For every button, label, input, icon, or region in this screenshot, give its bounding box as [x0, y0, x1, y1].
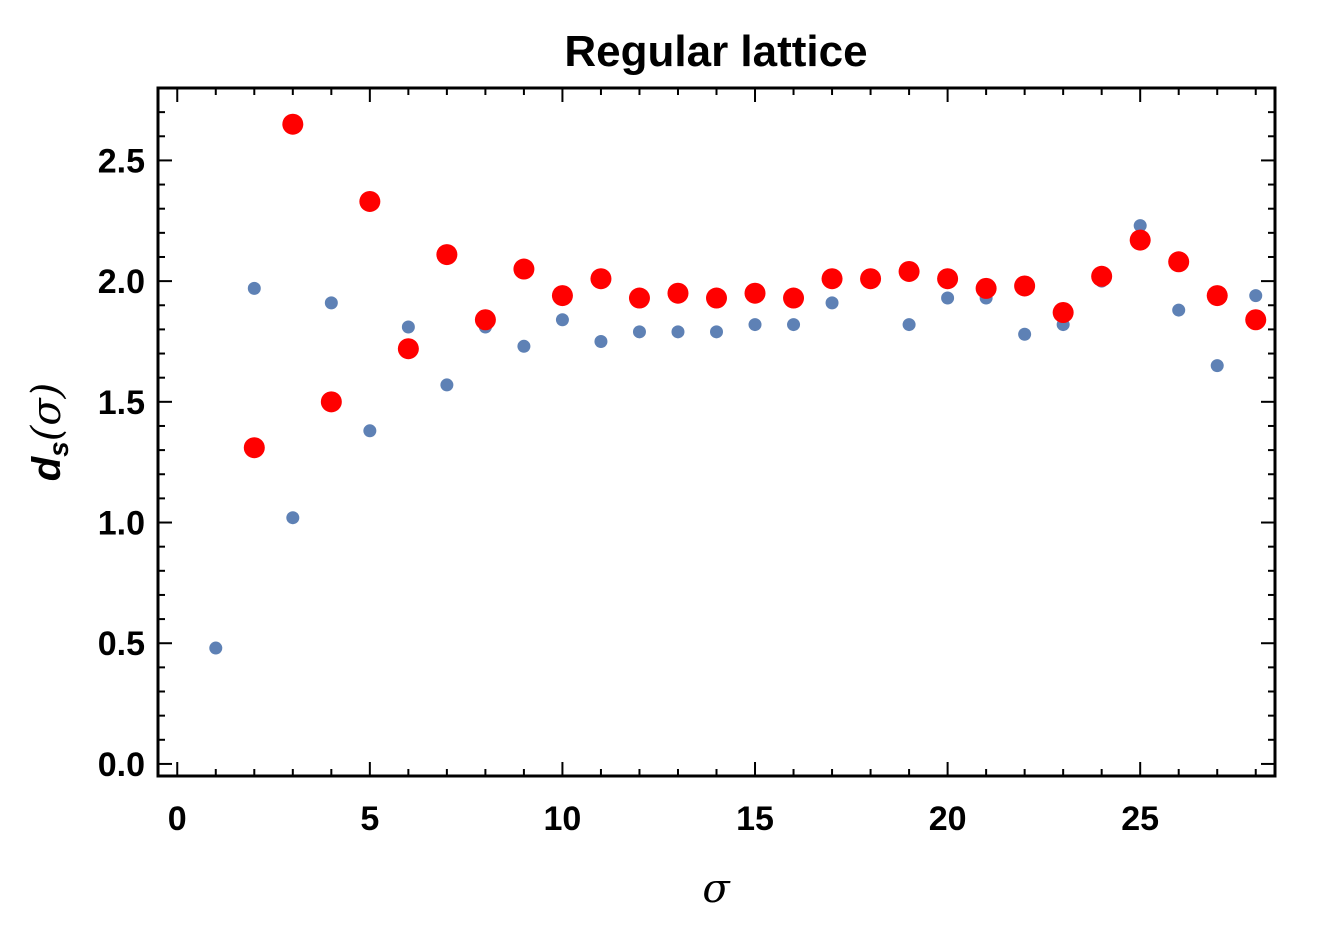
blue-data-point: [440, 378, 454, 392]
x-tick-label: 5: [360, 800, 379, 838]
blue-data-point: [1133, 219, 1147, 233]
y-tick-label: 1.5: [98, 384, 145, 422]
blue-data-point: [1018, 327, 1032, 341]
red-data-point: [1245, 309, 1267, 331]
blue-data-point: [401, 320, 415, 334]
blue-data-point: [671, 325, 685, 339]
red-data-point: [282, 113, 304, 135]
blue-data-point: [594, 334, 608, 348]
x-tick-label: 0: [168, 800, 187, 838]
red-data-point: [706, 287, 727, 309]
blue-data-point: [324, 296, 338, 310]
red-data-point: [590, 268, 612, 290]
red-data-point: [937, 268, 959, 290]
red-data-point: [667, 282, 689, 304]
red-data-point: [1052, 302, 1074, 324]
y-tick-label: 0.0: [98, 746, 145, 784]
blue-data-point: [1172, 303, 1186, 317]
y-axis-label: ds(σ): [24, 383, 74, 482]
red-data-point: [898, 260, 920, 282]
red-data-point: [860, 268, 882, 290]
chart-title: Regular lattice: [564, 27, 867, 76]
data-points: [209, 113, 1267, 655]
x-tick-label: 20: [929, 800, 967, 838]
y-label-subscript: s: [43, 441, 74, 457]
red-data-point: [1206, 285, 1228, 307]
blue-data-point: [286, 511, 300, 525]
red-data-point: [628, 287, 650, 309]
red-data-point: [783, 287, 805, 309]
blue-data-point: [517, 339, 531, 353]
blue-data-point: [555, 313, 569, 327]
blue-data-point: [1210, 359, 1224, 373]
plot-frame: [156, 86, 1277, 778]
axis-ticks: [158, 88, 1275, 776]
blue-data-point: [632, 325, 646, 339]
x-tick-label: 25: [1121, 800, 1159, 838]
blue-data-point: [363, 424, 377, 438]
blue-data-point: [825, 296, 839, 310]
y-label-open-paren: (: [24, 424, 70, 441]
y-label-close-paren: ): [24, 383, 70, 400]
red-data-point: [1129, 229, 1151, 251]
x-tick-labels: 0 5 10 15 20 25: [168, 800, 1159, 838]
red-data-point: [551, 285, 573, 307]
y-tick-label: 2.5: [98, 142, 145, 180]
y-tick-labels: 0.0 0.5 1.0 1.5 2.0 2.5: [98, 142, 145, 784]
blue-data-point: [247, 281, 261, 295]
red-data-point: [1014, 275, 1036, 297]
red-data-point: [1091, 265, 1113, 287]
red-data-point: [474, 309, 496, 331]
blue-data-point: [902, 318, 916, 332]
red-data-point: [821, 268, 843, 290]
red-data-point: [397, 338, 419, 360]
x-tick-label: 10: [544, 800, 582, 838]
blue-data-point: [710, 325, 723, 339]
red-data-point: [744, 282, 766, 304]
blue-data-point: [1249, 289, 1263, 303]
y-tick-label: 2.0: [98, 263, 145, 301]
y-tick-label: 0.5: [98, 625, 145, 663]
y-label-symbol: σ: [24, 397, 70, 426]
red-data-point: [975, 277, 997, 299]
blue-data-point: [787, 318, 801, 332]
red-data-point: [243, 437, 265, 459]
blue-data-point: [941, 291, 955, 305]
x-tick-label: 15: [736, 800, 774, 838]
y-label-main: d: [25, 455, 69, 481]
x-axis-label: σ: [702, 866, 731, 912]
red-data-point: [1168, 251, 1190, 273]
red-data-point: [320, 391, 342, 413]
blue-data-point: [748, 318, 762, 332]
red-data-point: [359, 190, 381, 212]
y-tick-label: 1.0: [98, 505, 145, 543]
red-data-point: [513, 258, 535, 280]
blue-data-point: [209, 641, 223, 655]
red-data-point: [436, 244, 458, 266]
